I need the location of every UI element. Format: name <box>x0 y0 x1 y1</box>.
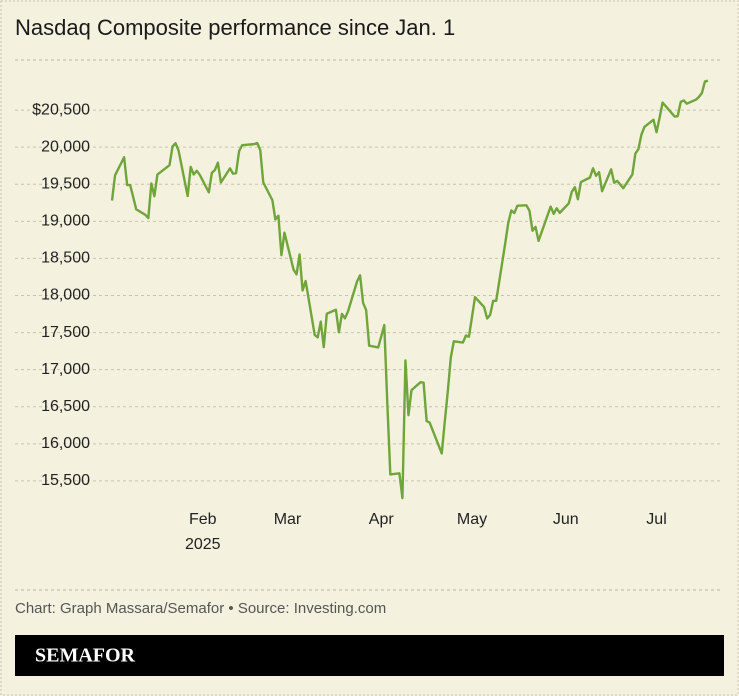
source: Chart: Graph Massara/Semafor • Source: I… <box>15 600 386 617</box>
x-tick-label: May <box>457 511 487 528</box>
x-tick-label: Feb <box>189 511 217 528</box>
x-tick-label: Jul <box>646 511 666 528</box>
chart-title: Nasdaq Composite performance since Jan. … <box>15 15 455 40</box>
y-tick-label: 19,500 <box>41 175 90 192</box>
y-tick-label: 18,500 <box>41 250 90 267</box>
y-tick-label: 17,500 <box>41 324 90 341</box>
x-tick-label: Jun <box>553 511 579 528</box>
x-tick-label: Apr <box>369 511 395 528</box>
y-tick-label: 15,500 <box>41 472 90 489</box>
y-tick-label: 17,000 <box>41 361 90 378</box>
x-year-label: 2025 <box>185 536 221 553</box>
y-tick-label: 18,000 <box>41 287 90 304</box>
y-tick-label: 16,500 <box>41 398 90 415</box>
x-tick-label: Mar <box>274 511 302 528</box>
y-tick-label: $20,500 <box>32 101 90 118</box>
line <box>110 79 709 500</box>
y-tick-label: 19,000 <box>41 213 90 230</box>
y-tick-label: 16,000 <box>41 435 90 452</box>
y-tick-label: 20,000 <box>41 138 90 155</box>
brand: SEMAFOR <box>35 645 136 667</box>
brand-bar <box>15 635 724 676</box>
